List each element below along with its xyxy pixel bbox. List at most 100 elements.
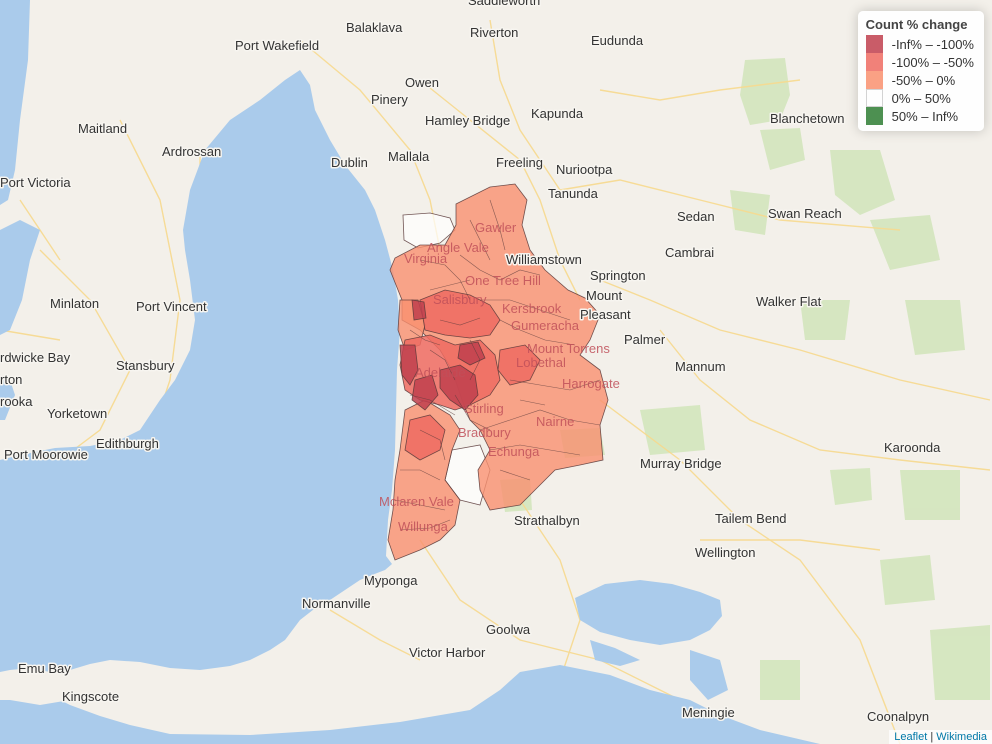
legend-item: -100% – -50% bbox=[865, 53, 974, 71]
label-curramulka: rton bbox=[0, 372, 22, 387]
label-adelaide: Adelaide bbox=[415, 365, 466, 380]
label-stansbury: Stansbury bbox=[116, 358, 175, 373]
label-one-tree-hill: One Tree Hill bbox=[465, 273, 541, 288]
place-labels: Saddleworth Balaklava Riverton Eudunda P… bbox=[0, 0, 943, 726]
label-swan-reach: Swan Reach bbox=[768, 206, 842, 221]
label-hamley-bridge: Hamley Bridge bbox=[425, 113, 510, 128]
label-williamstown: Williamstown bbox=[506, 252, 582, 267]
region-core-1[interactable] bbox=[399, 344, 419, 386]
legend-item: 0% – 50% bbox=[865, 89, 974, 107]
label-angle-vale: Angle Vale bbox=[427, 240, 489, 255]
legend-label: -50% – 0% bbox=[891, 72, 956, 88]
legend-label: 0% – 50% bbox=[891, 90, 951, 106]
label-mount-torrens: Mount Torrens bbox=[527, 341, 610, 356]
label-eudunda: Eudunda bbox=[591, 33, 644, 48]
label-stirling: Stirling bbox=[464, 401, 504, 416]
label-virginia: Virginia bbox=[404, 251, 448, 266]
legend-item: -Inf% – -100% bbox=[865, 35, 974, 53]
label-sedan: Sedan bbox=[677, 209, 715, 224]
label-willunga: Willunga bbox=[398, 519, 449, 534]
label-myponga: Myponga bbox=[364, 573, 418, 588]
legend-swatch bbox=[865, 89, 883, 107]
label-balaklava: Balaklava bbox=[346, 20, 403, 35]
label-gawler: Gawler bbox=[475, 220, 517, 235]
region-core-5[interactable] bbox=[411, 299, 427, 321]
label-murray-bridge: Murray Bridge bbox=[640, 456, 722, 471]
label-strathalbyn: Strathalbyn bbox=[514, 513, 580, 528]
label-owen: Owen bbox=[405, 75, 439, 90]
legend-swatch bbox=[865, 35, 883, 53]
attribution-separator: | bbox=[927, 731, 937, 743]
label-maitland: Maitland bbox=[78, 121, 127, 136]
label-mclaren-vale: Mclaren Vale bbox=[379, 494, 454, 509]
label-kapunda: Kapunda bbox=[531, 106, 584, 121]
label-cambrai: Cambrai bbox=[665, 245, 714, 260]
leaflet-link[interactable]: Leaflet bbox=[894, 731, 928, 743]
label-minlaton: Minlaton bbox=[50, 296, 99, 311]
region-white-north[interactable] bbox=[402, 212, 456, 249]
label-blanchetown: Blanchetown bbox=[770, 111, 844, 126]
label-mallala: Mallala bbox=[388, 149, 430, 164]
region-core-2[interactable] bbox=[439, 364, 479, 411]
label-saddleworth: Saddleworth bbox=[468, 0, 540, 8]
label-kersbrook: Kersbrook bbox=[502, 301, 562, 316]
legend: Count % change -Inf% – -100% -100% – -50… bbox=[857, 11, 984, 131]
legend-label: -100% – -50% bbox=[891, 54, 974, 70]
label-goolwa: Goolwa bbox=[486, 622, 531, 637]
legend-label: -Inf% – -100% bbox=[891, 36, 974, 52]
label-edithburgh: Edithburgh bbox=[96, 436, 159, 451]
label-port-vincent: Port Vincent bbox=[136, 299, 207, 314]
label-port-wakefield: Port Wakefield bbox=[235, 38, 319, 53]
attribution: Leaflet | Wikimedia bbox=[889, 730, 992, 744]
label-meningie: Meningie bbox=[682, 705, 735, 720]
kangaroo-island bbox=[0, 670, 110, 705]
label-nuriootpa: Nuriootpa bbox=[556, 162, 613, 177]
choropleth-regions bbox=[387, 183, 609, 561]
label-coonalpyn: Coonalpyn bbox=[867, 709, 929, 724]
label-walker-flat: Walker Flat bbox=[756, 294, 822, 309]
region-inner-3[interactable] bbox=[404, 414, 446, 461]
label-pinery: Pinery bbox=[371, 92, 408, 107]
label-harrogate: Harrogate bbox=[562, 376, 620, 391]
region-core-4[interactable] bbox=[457, 341, 486, 366]
label-springton: Springton bbox=[590, 268, 646, 283]
legend-swatch bbox=[865, 53, 883, 71]
legend-swatch bbox=[865, 71, 883, 89]
label-gumeracha: Gumeracha bbox=[511, 318, 580, 333]
label-riverton: Riverton bbox=[470, 25, 518, 40]
region-inner-4[interactable] bbox=[497, 344, 541, 386]
legend-swatch bbox=[865, 107, 883, 125]
legend-item: -50% – 0% bbox=[865, 71, 974, 89]
label-port-moorowie: Port Moorowie bbox=[4, 447, 88, 462]
water bbox=[0, 0, 820, 744]
legend-title: Count % change bbox=[865, 17, 968, 32]
label-dublin: Dublin bbox=[331, 155, 368, 170]
region-inner-2[interactable] bbox=[419, 289, 501, 339]
wikimedia-link[interactable]: Wikimedia bbox=[936, 731, 987, 743]
label-mount-pleasant-1: Mount bbox=[586, 288, 623, 303]
label-freeling: Freeling bbox=[496, 155, 543, 170]
suburb-boundaries bbox=[394, 199, 601, 531]
label-yorketown: Yorketown bbox=[47, 406, 107, 421]
label-echunga: Echunga bbox=[488, 444, 540, 459]
label-mount-pleasant-2: Pleasant bbox=[580, 307, 631, 322]
label-mannum: Mannum bbox=[675, 359, 726, 374]
label-port-victoria: Port Victoria bbox=[0, 175, 71, 190]
label-tailem-bend: Tailem Bend bbox=[715, 511, 787, 526]
label-warooka: rooka bbox=[0, 394, 33, 409]
label-palmer: Palmer bbox=[624, 332, 666, 347]
label-hardwicke-bay: rdwicke Bay bbox=[0, 350, 71, 365]
label-ardrossan: Ardrossan bbox=[162, 144, 221, 159]
label-kingscote: Kingscote bbox=[62, 689, 119, 704]
label-lobethal: Lobethal bbox=[516, 355, 566, 370]
label-victor-harbor: Victor Harbor bbox=[409, 645, 486, 660]
legend-item: 50% – Inf% bbox=[865, 107, 974, 125]
region-core-3[interactable] bbox=[411, 374, 439, 411]
label-wellington: Wellington bbox=[695, 545, 755, 560]
label-tanunda: Tanunda bbox=[548, 186, 599, 201]
label-bradbury: Bradbury bbox=[458, 425, 511, 440]
label-nairne: Nairne bbox=[536, 414, 574, 429]
label-salisbury: Salisbury bbox=[433, 292, 487, 307]
label-normanville: Normanville bbox=[302, 596, 371, 611]
